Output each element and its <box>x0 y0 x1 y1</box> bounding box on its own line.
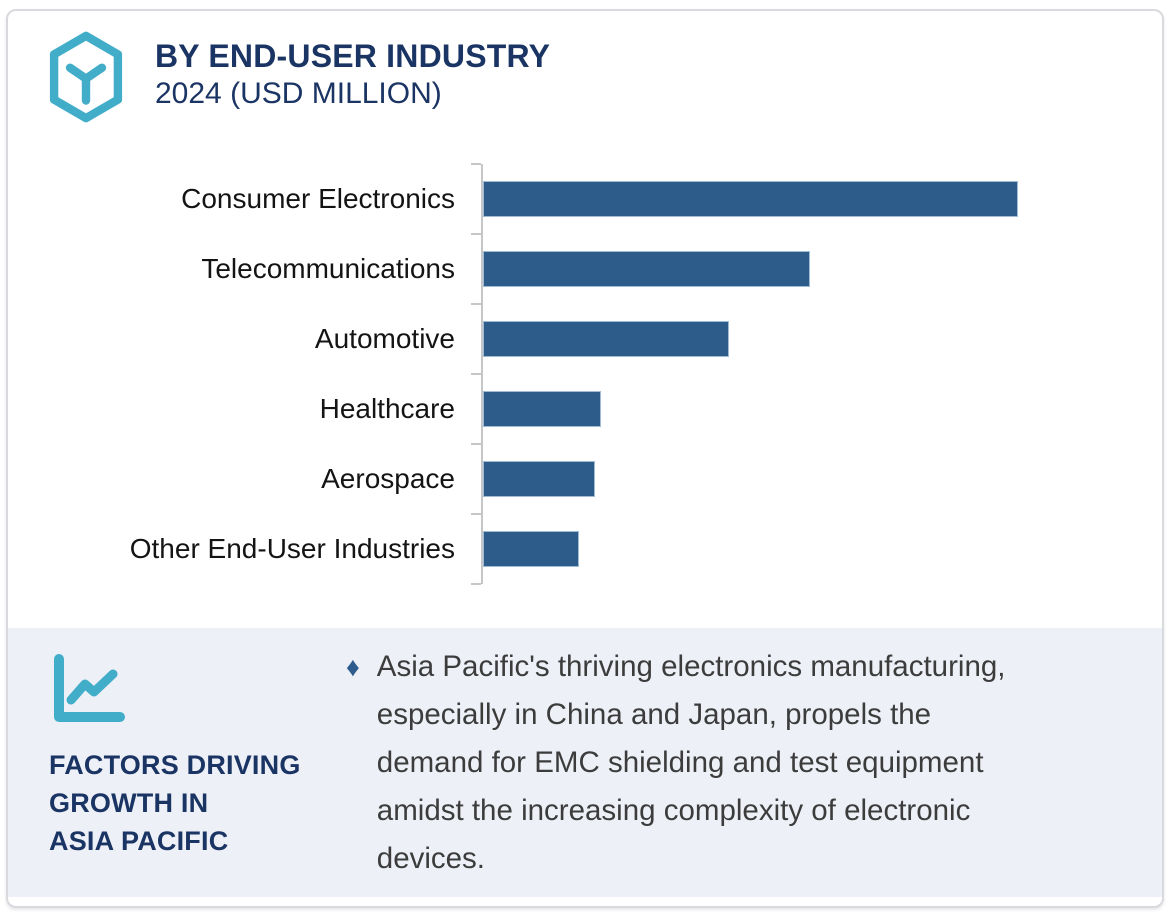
category-label: Aerospace <box>321 463 455 494</box>
bar <box>483 251 810 287</box>
category-label: Automotive <box>314 323 455 354</box>
category-label: Healthcare <box>319 393 455 424</box>
chart-row: Consumer Electronics <box>8 163 1162 234</box>
bar <box>483 531 579 567</box>
bar <box>483 461 595 497</box>
factors-section: FACTORS DRIVING GROWTH IN ASIA PACIFIC ♦… <box>8 628 1162 897</box>
header: BY END-USER INDUSTRY 2024 (USD MILLION) <box>8 11 1162 151</box>
bar <box>483 391 601 427</box>
factor-bullet-item: ♦ Asia Pacific's thriving electronics ma… <box>346 643 1138 883</box>
chart-row: Automotive <box>8 303 1162 374</box>
hexagon-cube-icon <box>49 31 123 123</box>
bar-track <box>471 233 1072 304</box>
bar-track <box>471 513 1072 585</box>
bar-track <box>471 303 1072 374</box>
category-label: Other End-User Industries <box>129 533 455 564</box>
chart-row: Telecommunications <box>8 233 1162 304</box>
diamond-bullet-icon: ♦ <box>346 652 360 682</box>
category-label: Telecommunications <box>201 253 455 284</box>
bar-track <box>471 443 1072 514</box>
chart-row: Other End-User Industries <box>8 513 1162 585</box>
category-label: Consumer Electronics <box>181 183 455 214</box>
chart-row: Aerospace <box>8 443 1162 514</box>
bar-chart: Consumer Electronics Telecommunications Au… <box>8 163 1162 585</box>
factors-heading: FACTORS DRIVING GROWTH IN ASIA PACIFIC <box>49 750 301 856</box>
bar <box>483 321 729 357</box>
factor-text: Asia Pacific's thriving electronics manu… <box>376 650 1006 875</box>
bar-track <box>471 373 1072 444</box>
title-block: BY END-USER INDUSTRY 2024 (USD MILLION) <box>155 38 550 112</box>
bar-track <box>471 163 1072 234</box>
page-subtitle: 2024 (USD MILLION) <box>155 77 442 110</box>
infographic-card: BY END-USER INDUSTRY 2024 (USD MILLION) … <box>6 9 1164 908</box>
chart-row: Healthcare <box>8 373 1162 444</box>
line-chart-icon <box>54 654 125 722</box>
page-title: BY END-USER INDUSTRY <box>155 38 551 74</box>
bar <box>483 181 1018 217</box>
